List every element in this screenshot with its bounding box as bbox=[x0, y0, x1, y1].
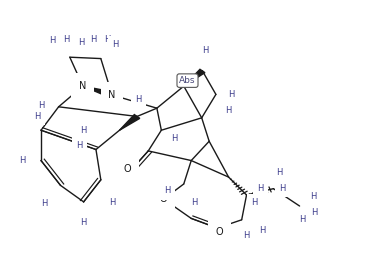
Text: H: H bbox=[42, 199, 48, 208]
Text: O: O bbox=[216, 227, 223, 237]
Text: H: H bbox=[80, 126, 86, 135]
Polygon shape bbox=[83, 86, 114, 98]
Text: H: H bbox=[311, 208, 318, 217]
Text: H: H bbox=[104, 35, 110, 44]
Text: H: H bbox=[63, 35, 69, 44]
Polygon shape bbox=[184, 69, 205, 86]
Text: H: H bbox=[34, 112, 40, 121]
Text: H: H bbox=[243, 231, 250, 240]
Text: H: H bbox=[191, 198, 197, 207]
Text: H: H bbox=[202, 46, 208, 55]
Text: H: H bbox=[228, 90, 235, 99]
Text: Abs: Abs bbox=[179, 76, 196, 85]
Text: H: H bbox=[259, 225, 266, 235]
Text: H: H bbox=[280, 184, 286, 193]
Polygon shape bbox=[120, 115, 140, 130]
Text: H: H bbox=[112, 40, 119, 49]
Text: H: H bbox=[109, 198, 115, 207]
Text: H: H bbox=[135, 95, 141, 104]
Text: H: H bbox=[164, 186, 170, 195]
Text: H: H bbox=[76, 141, 82, 150]
Text: H: H bbox=[310, 193, 317, 201]
Text: H: H bbox=[49, 36, 55, 45]
Text: H: H bbox=[225, 106, 232, 116]
Text: O: O bbox=[124, 164, 132, 174]
Text: N: N bbox=[108, 90, 116, 100]
Text: O: O bbox=[160, 194, 167, 204]
Text: H: H bbox=[19, 156, 26, 165]
Text: H: H bbox=[90, 35, 96, 44]
Text: N: N bbox=[79, 81, 87, 91]
Text: H: H bbox=[252, 198, 258, 207]
Text: H: H bbox=[81, 218, 87, 227]
Text: H: H bbox=[257, 184, 264, 193]
Text: H: H bbox=[299, 215, 306, 224]
Text: H: H bbox=[38, 101, 44, 110]
Text: H: H bbox=[171, 134, 178, 143]
Text: H: H bbox=[78, 38, 84, 47]
Text: H: H bbox=[276, 168, 282, 177]
